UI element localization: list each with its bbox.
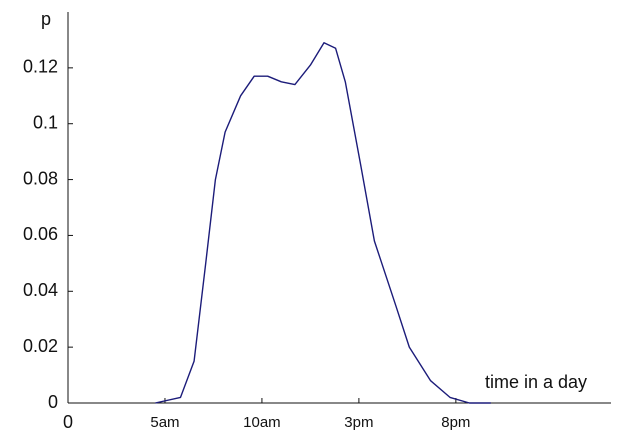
y-tick-label: 0.06 [23, 224, 58, 244]
y-axis-label: p [41, 9, 51, 29]
x-tick-label: 10am [243, 414, 281, 431]
y-tick-label: 0 [48, 392, 58, 412]
y-tick-label: 0.04 [23, 280, 58, 300]
y-tick-label: 0.08 [23, 168, 58, 188]
x-tick-label: 5am [150, 414, 179, 431]
x-tick-label: 8pm [441, 414, 470, 431]
y-tick-label: 0.12 [23, 57, 58, 77]
y-tick-label: 0.02 [23, 336, 58, 356]
x-tick-label: 0 [63, 412, 73, 432]
line-series [155, 42, 491, 404]
x-axis-label: time in a day [485, 372, 587, 392]
y-tick-label: 0.1 [33, 112, 58, 132]
x-tick-label: 3pm [344, 414, 373, 431]
